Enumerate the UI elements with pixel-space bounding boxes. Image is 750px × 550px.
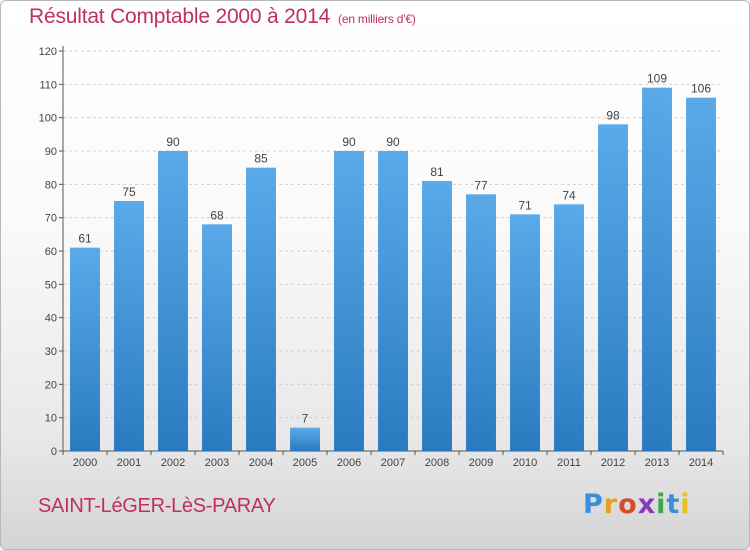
bar-2009: [466, 194, 496, 452]
chart-title-text: Résultat Comptable 2000 à 2014: [29, 5, 331, 28]
data-label-2007: 90: [386, 135, 400, 149]
data-label-2010: 71: [518, 198, 532, 212]
x-tick-label-2003: 2003: [205, 457, 229, 469]
commune-name: SAINT-LéGER-LèS-PARAY: [38, 495, 276, 517]
proxiti-logo: Proxiti: [583, 489, 691, 520]
x-tick-label-2011: 2011: [557, 457, 581, 469]
x-tick-label-2014: 2014: [689, 457, 713, 469]
y-tick-label: 100: [39, 113, 57, 125]
data-label-2003: 68: [210, 208, 224, 222]
bar-2003: [202, 224, 232, 451]
y-tick-label: 110: [39, 79, 57, 91]
x-tick-label-2012: 2012: [601, 457, 625, 469]
data-label-2009: 77: [474, 178, 488, 192]
y-tick-label: 30: [45, 346, 57, 358]
x-tick-label-2004: 2004: [249, 457, 273, 469]
y-tick-label: 50: [45, 279, 57, 291]
y-tick-label: 40: [45, 313, 57, 325]
data-label-2005: 7: [302, 412, 309, 426]
bar-2014: [686, 97, 716, 452]
x-tick-label-2006: 2006: [337, 457, 361, 469]
x-tick-label-2008: 2008: [425, 457, 449, 469]
bars: [70, 87, 716, 452]
y-tick-label: 10: [45, 413, 57, 425]
data-label-2014: 106: [691, 82, 711, 96]
x-tick-label-2013: 2013: [645, 457, 669, 469]
data-label-2011: 74: [562, 188, 576, 202]
data-labels: 61 75 90 68 85 7 90 90 81 77 71 74 98 109 106: [78, 72, 711, 426]
y-tick-label: 0: [51, 446, 57, 458]
x-tick-label-2007: 2007: [381, 457, 405, 469]
chart-title: Résultat Comptable 2000 à 2014 (en millie…: [29, 5, 416, 29]
x-tick-label-2009: 2009: [469, 457, 493, 469]
x-tick-label-2005: 2005: [293, 457, 317, 469]
y-tick-label: 60: [45, 246, 57, 258]
bar-2005: [290, 427, 320, 451]
y-tick-label: 20: [45, 379, 57, 391]
data-label-2012: 98: [606, 108, 620, 122]
y-tick-label: 120: [39, 46, 57, 58]
bar-2008: [422, 181, 452, 451]
x-tick-label-2000: 2000: [73, 457, 97, 469]
x-tick-label-2001: 2001: [117, 457, 141, 469]
bar-2002: [158, 151, 188, 451]
bar-2012: [598, 124, 628, 451]
data-label-2002: 90: [166, 135, 180, 149]
y-tick-label: 90: [45, 146, 57, 158]
x-tick-label-2002: 2002: [161, 457, 185, 469]
y-tick-label: 80: [45, 179, 57, 191]
bar-2001: [114, 201, 144, 451]
chart-subtitle: (en milliers d'€): [338, 12, 416, 26]
bar-2007: [378, 151, 408, 451]
data-label-2001: 75: [122, 185, 136, 199]
data-label-2008: 81: [430, 165, 444, 179]
data-label-2004: 85: [254, 152, 268, 166]
bar-2000: [70, 247, 100, 451]
data-label-2006: 90: [342, 135, 356, 149]
bar-2006: [334, 151, 364, 451]
bar-2011: [554, 204, 584, 451]
bar-2013: [642, 87, 672, 452]
data-label-2000: 61: [78, 232, 92, 246]
data-label-2013: 109: [647, 72, 667, 86]
x-tick-label-2010: 2010: [513, 457, 537, 469]
bar-2010: [510, 214, 540, 451]
bar-2004: [246, 167, 276, 451]
y-tick-label: 70: [45, 213, 57, 225]
